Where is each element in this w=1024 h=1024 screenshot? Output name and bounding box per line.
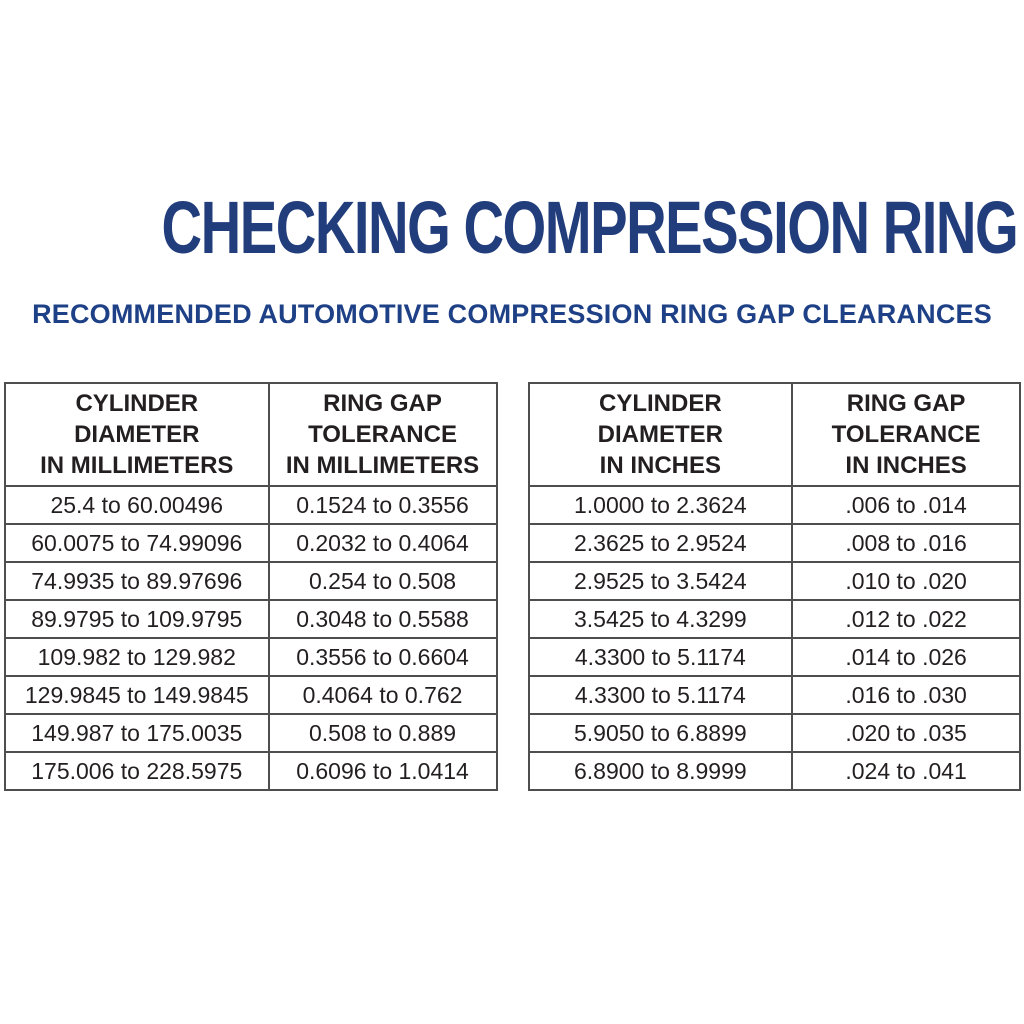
data-cell: 0.3556 to 0.6604 — [267, 637, 498, 677]
header-line: IN INCHES — [845, 452, 967, 479]
header-line: CYLINDER — [599, 390, 722, 417]
data-cell: 4.3300 to 5.1174 — [527, 637, 794, 677]
data-cell: 0.254 to 0.508 — [267, 561, 498, 601]
header-line: DIAMETER — [74, 421, 200, 448]
table-row: 60.0075 to 74.99096 0.2032 to 0.4064 — [4, 523, 498, 563]
data-cell: 0.1524 to 0.3556 — [267, 485, 498, 525]
data-cell: 60.0075 to 74.99096 — [4, 523, 270, 563]
data-cell: 89.9795 to 109.9795 — [4, 599, 270, 639]
data-cell: .014 to .026 — [791, 637, 1021, 677]
data-cell: .024 to .041 — [791, 751, 1021, 791]
table-row: 5.9050 to 6.8899.020 to .035 — [527, 713, 1021, 753]
data-cell: 25.4 to 60.00496 — [4, 485, 270, 525]
data-cell: 3.5425 to 4.3299 — [527, 599, 794, 639]
data-cell: .012 to .022 — [791, 599, 1021, 639]
data-cell: .008 to .016 — [791, 523, 1021, 563]
table-row: 89.9795 to 109.9795 0.3048 to 0.5588 — [4, 599, 498, 639]
header-cell: RING GAP TOLERANCE IN MILLIMETERS — [267, 382, 498, 487]
data-cell: 74.9935 to 89.97696 — [4, 561, 270, 601]
data-cell: .010 to .020 — [791, 561, 1021, 601]
data-cell: .006 to .014 — [791, 485, 1021, 525]
data-cell: 0.4064 to 0.762 — [267, 675, 498, 715]
header-row: CYLINDER DIAMETER IN INCHES RING GAP TOLERAN… — [527, 382, 1021, 487]
table-row: 129.9845 to 149.9845 0.4064 to 0.762 — [4, 675, 498, 715]
table-row: 74.9935 to 89.97696 0.254 to 0.508 — [4, 561, 498, 601]
data-cell: .016 to .030 — [791, 675, 1021, 715]
header-cell: CYLINDER DIAMETER IN INCHES — [527, 382, 794, 487]
header-line: TOLERANCE — [308, 421, 457, 448]
data-cell: 5.9050 to 6.8899 — [527, 713, 794, 753]
data-cell: 175.006 to 228.5975 — [4, 751, 270, 791]
header-cell: RING GAP TOLERANCE IN INCHES — [791, 382, 1021, 487]
data-cell: .020 to .035 — [791, 713, 1021, 753]
inches-table: CYLINDER DIAMETER IN INCHES RING GAP TOLERAN… — [527, 382, 1021, 791]
header-line: IN INCHES — [599, 452, 722, 479]
data-cell: 0.2032 to 0.4064 — [267, 523, 498, 563]
page-title: CHECKING COMPRESSION RING GAPS — [0, 191, 1024, 265]
tables-row: CYLINDER DIAMETER IN MILLIMETERS RING GAP TO… — [4, 382, 1021, 791]
data-cell: 2.9525 to 3.5424 — [527, 561, 794, 601]
data-cell: 0.3048 to 0.5588 — [267, 599, 498, 639]
millimeters-table: CYLINDER DIAMETER IN MILLIMETERS RING GAP TO… — [4, 382, 498, 791]
page-subtitle: RECOMMENDED AUTOMOTIVE COMPRESSION RING … — [32, 299, 992, 329]
table-row: 149.987 to 175.0035 0.508 to 0.889 — [4, 713, 498, 753]
header-line: CYLINDER — [75, 390, 199, 417]
header-line: TOLERANCE — [831, 421, 981, 448]
table-row: 1.0000 to 2.3624.006 to .014 — [527, 485, 1021, 525]
header-line: IN MILLIMETERS — [285, 452, 480, 479]
data-cell: 0.6096 to 1.0414 — [267, 751, 498, 791]
table-row: 4.3300 to 5.1174.016 to .030 — [527, 675, 1021, 715]
table-row: 25.4 to 60.00496 0.1524 to 0.3556 — [4, 485, 498, 525]
data-cell: 149.987 to 175.0035 — [4, 713, 270, 753]
data-cell: 1.0000 to 2.3624 — [527, 485, 794, 525]
page-title-text: CHECKING COMPRESSION RING GAPS — [161, 186, 1024, 269]
header-line: RING GAP — [846, 390, 966, 417]
header-line: RING GAP — [323, 390, 442, 417]
table-row: 2.3625 to 2.9524.008 to .016 — [527, 523, 1021, 563]
table-row: 6.8900 to 8.9999.024 to .041 — [527, 751, 1021, 791]
header-line: IN MILLIMETERS — [40, 452, 234, 479]
header-row: CYLINDER DIAMETER IN MILLIMETERS RING GAP TO… — [4, 382, 498, 487]
table-row: 4.3300 to 5.1174.014 to .026 — [527, 637, 1021, 677]
table-row: 3.5425 to 4.3299.012 to .022 — [527, 599, 1021, 639]
data-cell: 0.508 to 0.889 — [267, 713, 498, 753]
data-cell: 4.3300 to 5.1174 — [527, 675, 794, 715]
data-cell: 109.982 to 129.982 — [4, 637, 270, 677]
header-cell: CYLINDER DIAMETER IN MILLIMETERS — [4, 382, 270, 487]
data-cell: 6.8900 to 8.9999 — [527, 751, 794, 791]
data-cell: 129.9845 to 149.9845 — [4, 675, 270, 715]
table-row: 2.9525 to 3.5424.010 to .020 — [527, 561, 1021, 601]
table-row: 175.006 to 228.5975 0.6096 to 1.0414 — [4, 751, 498, 791]
data-cell: 2.3625 to 2.9524 — [527, 523, 794, 563]
table-row: 109.982 to 129.982 0.3556 to 0.6604 — [4, 637, 498, 677]
header-line: DIAMETER — [597, 421, 724, 448]
